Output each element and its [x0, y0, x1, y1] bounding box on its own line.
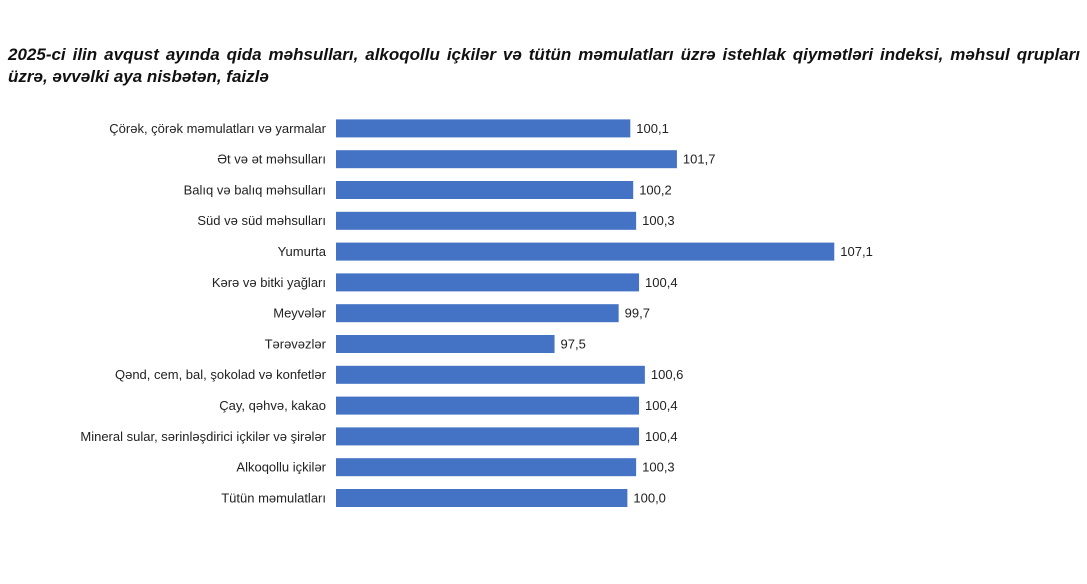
category-label: Çay, qəhvə, kakao [219, 398, 326, 413]
value-label: 100,2 [639, 182, 672, 197]
category-label: Mineral sular, sərinləşdirici içkilər və… [80, 429, 326, 444]
value-label: 99,7 [625, 306, 650, 321]
value-label: 101,7 [683, 152, 716, 167]
category-label: Tütün məmulatları [221, 490, 326, 505]
category-label: Balıq və balıq məhsulları [184, 182, 326, 197]
category-label: Meyvələr [273, 306, 326, 321]
bar [336, 211, 637, 230]
category-label: Yumurta [278, 244, 327, 259]
value-label: 107,1 [840, 244, 873, 259]
category-label: Tərəvəzlər [265, 336, 327, 351]
bar [336, 242, 835, 261]
value-label: 100,6 [651, 367, 684, 382]
value-label: 100,3 [642, 460, 675, 475]
value-label: 100,4 [645, 275, 678, 290]
bar [336, 150, 677, 169]
value-label: 97,5 [561, 336, 586, 351]
category-label: Kərə və bitki yağları [212, 275, 326, 290]
bar [336, 181, 634, 199]
bar [336, 304, 619, 323]
bar [336, 396, 640, 415]
bar [336, 119, 631, 138]
value-label: 100,3 [642, 213, 675, 228]
bar [336, 427, 640, 446]
category-label: Alkoqollu içkilər [236, 460, 326, 475]
category-label: Qənd, cem, bal, şokolad və konfetlər [115, 367, 327, 382]
category-label: Çörək, çörək məmulatları və yarmalar [109, 121, 326, 136]
value-label: 100,1 [636, 121, 669, 136]
value-label: 100,4 [645, 398, 678, 413]
bar [336, 335, 555, 353]
value-label: 100,4 [645, 429, 678, 444]
bar [336, 273, 640, 292]
category-label: Ət və ət məhsulları [217, 152, 326, 167]
bar [336, 489, 628, 507]
chart-title: 2025-ci ilin avqust ayında qida məhsulla… [8, 45, 1080, 86]
bar [336, 365, 645, 384]
category-label: Süd və süd məhsulları [197, 213, 326, 228]
bar [336, 458, 637, 477]
value-label: 100,0 [633, 490, 666, 505]
